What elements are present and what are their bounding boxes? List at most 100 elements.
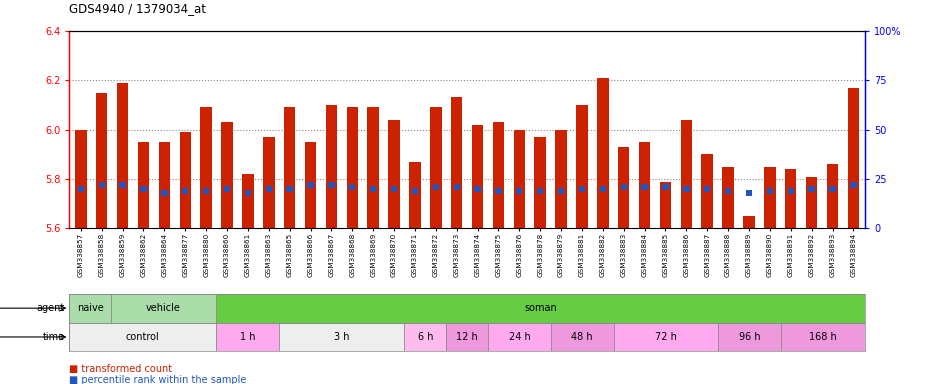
Bar	[451, 98, 462, 228]
Bar	[746, 190, 752, 195]
Bar	[576, 105, 587, 228]
Text: 6 h: 6 h	[417, 332, 433, 342]
Bar	[641, 184, 648, 190]
Bar	[850, 182, 857, 188]
Bar	[827, 164, 838, 228]
Bar	[613, 323, 719, 351]
Bar	[119, 182, 126, 188]
Text: 96 h: 96 h	[739, 332, 760, 342]
Bar	[216, 323, 278, 351]
Bar	[367, 108, 379, 228]
Bar	[446, 323, 488, 351]
Bar	[287, 186, 293, 192]
Bar	[99, 182, 105, 188]
Bar	[618, 147, 629, 228]
Bar	[182, 188, 189, 194]
Bar	[328, 182, 335, 188]
Bar	[412, 188, 418, 194]
Bar	[349, 184, 355, 190]
Bar	[725, 188, 732, 194]
Bar	[781, 323, 865, 351]
Bar	[263, 137, 275, 228]
Text: 12 h: 12 h	[456, 332, 478, 342]
Bar	[409, 162, 421, 228]
Bar	[493, 122, 504, 228]
Bar	[808, 186, 815, 192]
Bar	[69, 323, 216, 351]
Bar	[221, 122, 233, 228]
Bar	[433, 184, 439, 190]
Bar	[662, 184, 669, 190]
Bar	[96, 93, 107, 228]
Bar	[579, 186, 586, 192]
Bar	[242, 174, 253, 228]
Text: 1 h: 1 h	[240, 332, 255, 342]
Bar	[516, 188, 523, 194]
Bar	[430, 108, 441, 228]
Bar	[767, 188, 773, 194]
Bar	[681, 120, 692, 228]
Bar	[179, 132, 191, 228]
Bar	[472, 125, 483, 228]
Bar	[161, 190, 167, 195]
Bar	[141, 186, 147, 192]
Text: vehicle: vehicle	[146, 303, 181, 313]
Bar	[847, 88, 859, 228]
Bar	[806, 177, 818, 228]
Bar	[203, 188, 209, 194]
Text: agent: agent	[36, 303, 65, 313]
Bar	[660, 182, 672, 228]
Bar	[722, 167, 734, 228]
Bar	[719, 323, 781, 351]
Bar	[684, 186, 689, 192]
Bar	[785, 169, 796, 228]
Bar	[513, 130, 525, 228]
Text: ■ percentile rank within the sample: ■ percentile rank within the sample	[69, 375, 247, 384]
Bar	[224, 186, 230, 192]
Text: 24 h: 24 h	[509, 332, 530, 342]
Bar	[598, 78, 609, 228]
Bar	[701, 154, 713, 228]
Text: 3 h: 3 h	[334, 332, 350, 342]
Bar	[75, 130, 87, 228]
Text: soman: soman	[524, 303, 557, 313]
Bar	[391, 186, 397, 192]
Text: control: control	[126, 332, 159, 342]
Bar	[307, 182, 314, 188]
Bar	[535, 137, 546, 228]
Text: 72 h: 72 h	[655, 332, 677, 342]
Bar	[201, 108, 212, 228]
Bar	[599, 186, 606, 192]
Bar	[370, 186, 376, 192]
Bar	[704, 186, 710, 192]
Bar	[475, 186, 481, 192]
Bar	[278, 323, 404, 351]
Bar	[555, 130, 567, 228]
Text: GDS4940 / 1379034_at: GDS4940 / 1379034_at	[69, 2, 206, 15]
Bar	[551, 323, 613, 351]
Bar	[265, 186, 272, 192]
Bar	[284, 108, 295, 228]
Text: 168 h: 168 h	[809, 332, 837, 342]
Bar	[69, 294, 111, 323]
Bar	[621, 184, 627, 190]
Bar	[787, 188, 794, 194]
Bar	[111, 294, 216, 323]
Bar	[326, 105, 337, 228]
Bar	[78, 186, 84, 192]
Bar	[216, 294, 865, 323]
Bar	[158, 142, 170, 228]
Bar	[453, 184, 460, 190]
Text: ■ transformed count: ■ transformed count	[69, 364, 172, 374]
Bar	[138, 142, 149, 228]
Bar	[347, 108, 358, 228]
Text: time: time	[43, 332, 65, 342]
Bar	[488, 323, 551, 351]
Bar	[558, 188, 564, 194]
Bar	[744, 216, 755, 228]
Bar	[639, 142, 650, 228]
Bar	[537, 188, 543, 194]
Bar	[404, 323, 446, 351]
Bar	[245, 190, 251, 195]
Bar	[764, 167, 776, 228]
